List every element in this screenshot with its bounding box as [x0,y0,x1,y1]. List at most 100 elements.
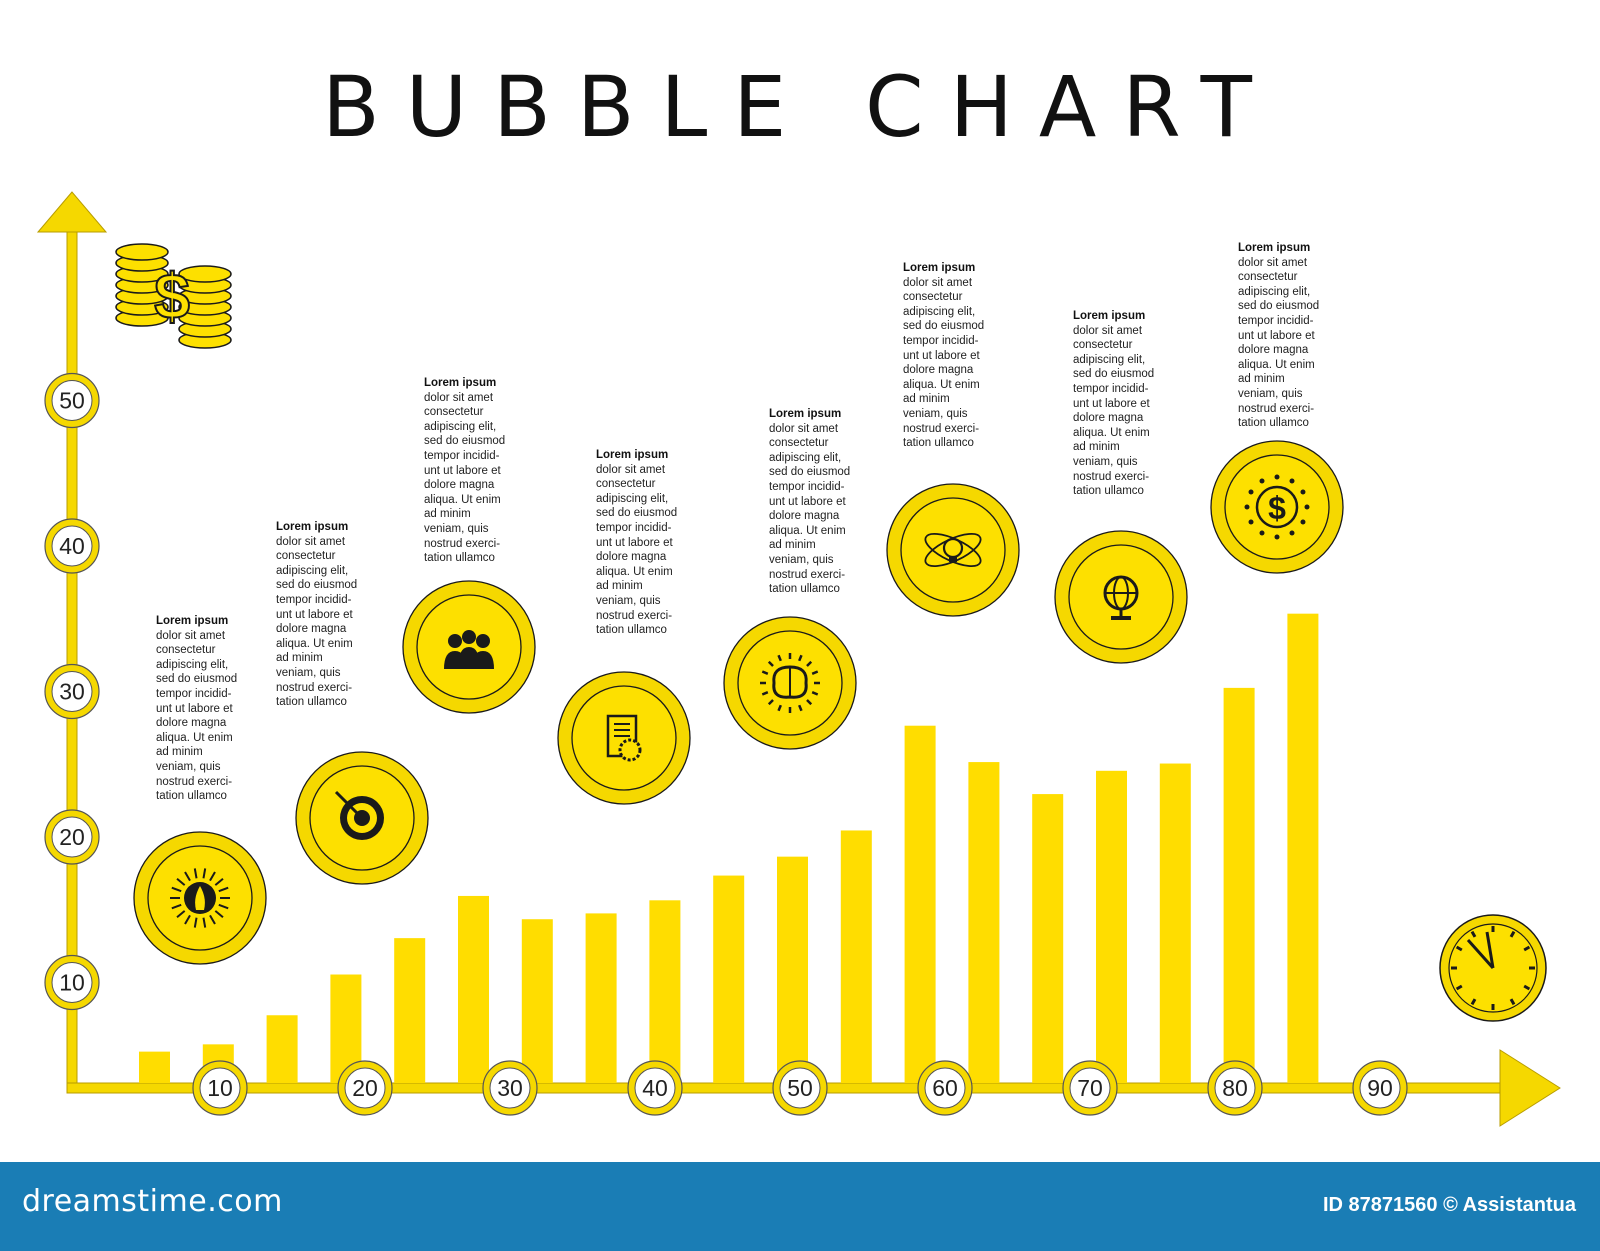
bubble [1054,530,1188,664]
bubble-inner [1224,454,1330,560]
bubble-series: $ [133,440,1344,965]
x-tick: 30 [482,1060,538,1116]
bar-series [139,613,1319,1083]
bubble [723,616,857,750]
text-block-heading: Lorem ipsum [156,615,229,627]
bubble-inner [1068,544,1174,650]
bar [266,1015,298,1083]
tick-label: 20 [59,824,85,850]
dollar-icon: $ [1244,474,1310,540]
bar [840,830,872,1083]
bubble [557,671,691,805]
text-block-body: dolor sit amet consectetur adipiscing el… [1238,256,1320,430]
axis-icons: $ [115,243,1547,1022]
text-block: Lorem ipsum dolor sit amet consectetur ad… [424,376,534,566]
text-block: Lorem ipsum dolor sit amet consectetur ad… [156,614,266,804]
bubble [886,483,1020,617]
tick-label: 60 [932,1075,958,1101]
globe-icon [1103,575,1139,620]
tick-label: 30 [59,679,85,705]
text-block: Lorem ipsum dolor sit amet consectetur ad… [1238,241,1348,431]
bar [713,875,745,1083]
text-block: Lorem ipsum dolor sit amet consectetur ad… [276,520,386,710]
coins-icon: $ [115,243,232,349]
bar [649,900,681,1083]
tick-label: 50 [787,1075,813,1101]
text-block-body: dolor sit amet consectetur adipiscing el… [1073,324,1155,498]
text-block-body: dolor sit amet consectetur adipiscing el… [156,629,238,803]
text-block-body: dolor sit amet consectetur adipiscing el… [903,276,985,450]
text-block-heading: Lorem ipsum [276,521,349,533]
text-block-heading: Lorem ipsum [1073,310,1146,322]
team-icon [444,630,494,669]
footer-credit: ID 87871560 © Assistantua [1322,1194,1576,1216]
document-gear-icon [606,714,642,762]
x-tick: 70 [1062,1060,1118,1116]
y-axis-arrow [36,191,108,233]
x-tick: 10 [192,1060,248,1116]
text-block: Lorem ipsum dolor sit amet consectetur ad… [596,448,706,638]
target-icon [334,790,384,840]
bar [904,725,936,1083]
bar [1159,763,1191,1083]
x-tick: 60 [917,1060,973,1116]
text-block-body: dolor sit amet consectetur adipiscing el… [769,422,851,596]
text-block-heading: Lorem ipsum [1238,242,1311,254]
bubble: $ [1210,440,1344,574]
text-block: Lorem ipsum dolor sit amet consectetur ad… [1073,309,1183,499]
bar [585,913,617,1083]
clock-icon [1439,914,1547,1022]
bar [1223,687,1255,1083]
text-block: Lorem ipsum dolor sit amet consectetur ad… [903,261,1013,451]
bar [968,762,1000,1083]
footer-brand[interactable]: dreamstime.com [22,1184,283,1219]
bar [458,895,489,1083]
footer-bar: dreamstime.com ID 87871560 © Assistantua [0,1162,1600,1251]
text-block-heading: Lorem ipsum [769,408,842,420]
bubble [133,831,267,965]
svg-text:$: $ [1268,490,1286,526]
y-tick: 50 [44,372,100,429]
bubble-inner [900,497,1006,603]
bubble-inner [571,685,677,791]
brain-icon [760,653,820,713]
tick-label: 10 [59,970,85,996]
axis-ticks: 10 20 30 40 50 10 20 30 40 50 60 70 80 90 [44,372,1408,1116]
chart-title: BUBBLE CHART [322,58,1278,156]
rocket-icon [170,868,230,928]
bubble [402,580,536,714]
tick-label: 40 [59,533,85,559]
tick-label: 30 [497,1075,523,1101]
text-block-heading: Lorem ipsum [903,262,976,274]
x-axis-arrow [1499,1049,1561,1127]
x-tick: 20 [337,1060,393,1116]
tick-label: 80 [1222,1075,1248,1101]
atom-bulb-icon [924,532,982,568]
bar [394,938,426,1083]
text-block: Lorem ipsum dolor sit amet consectetur ad… [769,407,879,597]
text-block-heading: Lorem ipsum [596,449,669,461]
text-block-body: dolor sit amet consectetur adipiscing el… [596,463,678,637]
bubble [295,751,429,885]
x-tick: 50 [772,1060,828,1116]
text-block-heading: Lorem ipsum [424,377,497,389]
tick-label: 10 [207,1075,233,1101]
bar [139,1051,170,1083]
bar [777,856,808,1083]
tick-label: 20 [352,1075,378,1101]
x-tick: 80 [1207,1060,1263,1116]
bar [521,919,553,1083]
x-tick: 40 [627,1060,683,1116]
tick-label: 70 [1077,1075,1103,1101]
tick-label: 40 [642,1075,668,1101]
y-tick: 30 [44,663,100,720]
y-tick: 40 [44,518,100,574]
text-block-body: dolor sit amet consectetur adipiscing el… [424,391,506,565]
text-block-body: dolor sit amet consectetur adipiscing el… [276,535,358,709]
tick-label: 50 [59,388,85,414]
bar [1287,613,1319,1083]
y-tick: 10 [44,954,100,1011]
y-tick: 20 [44,809,100,865]
tick-label: 90 [1367,1075,1393,1101]
x-tick: 90 [1352,1060,1408,1116]
